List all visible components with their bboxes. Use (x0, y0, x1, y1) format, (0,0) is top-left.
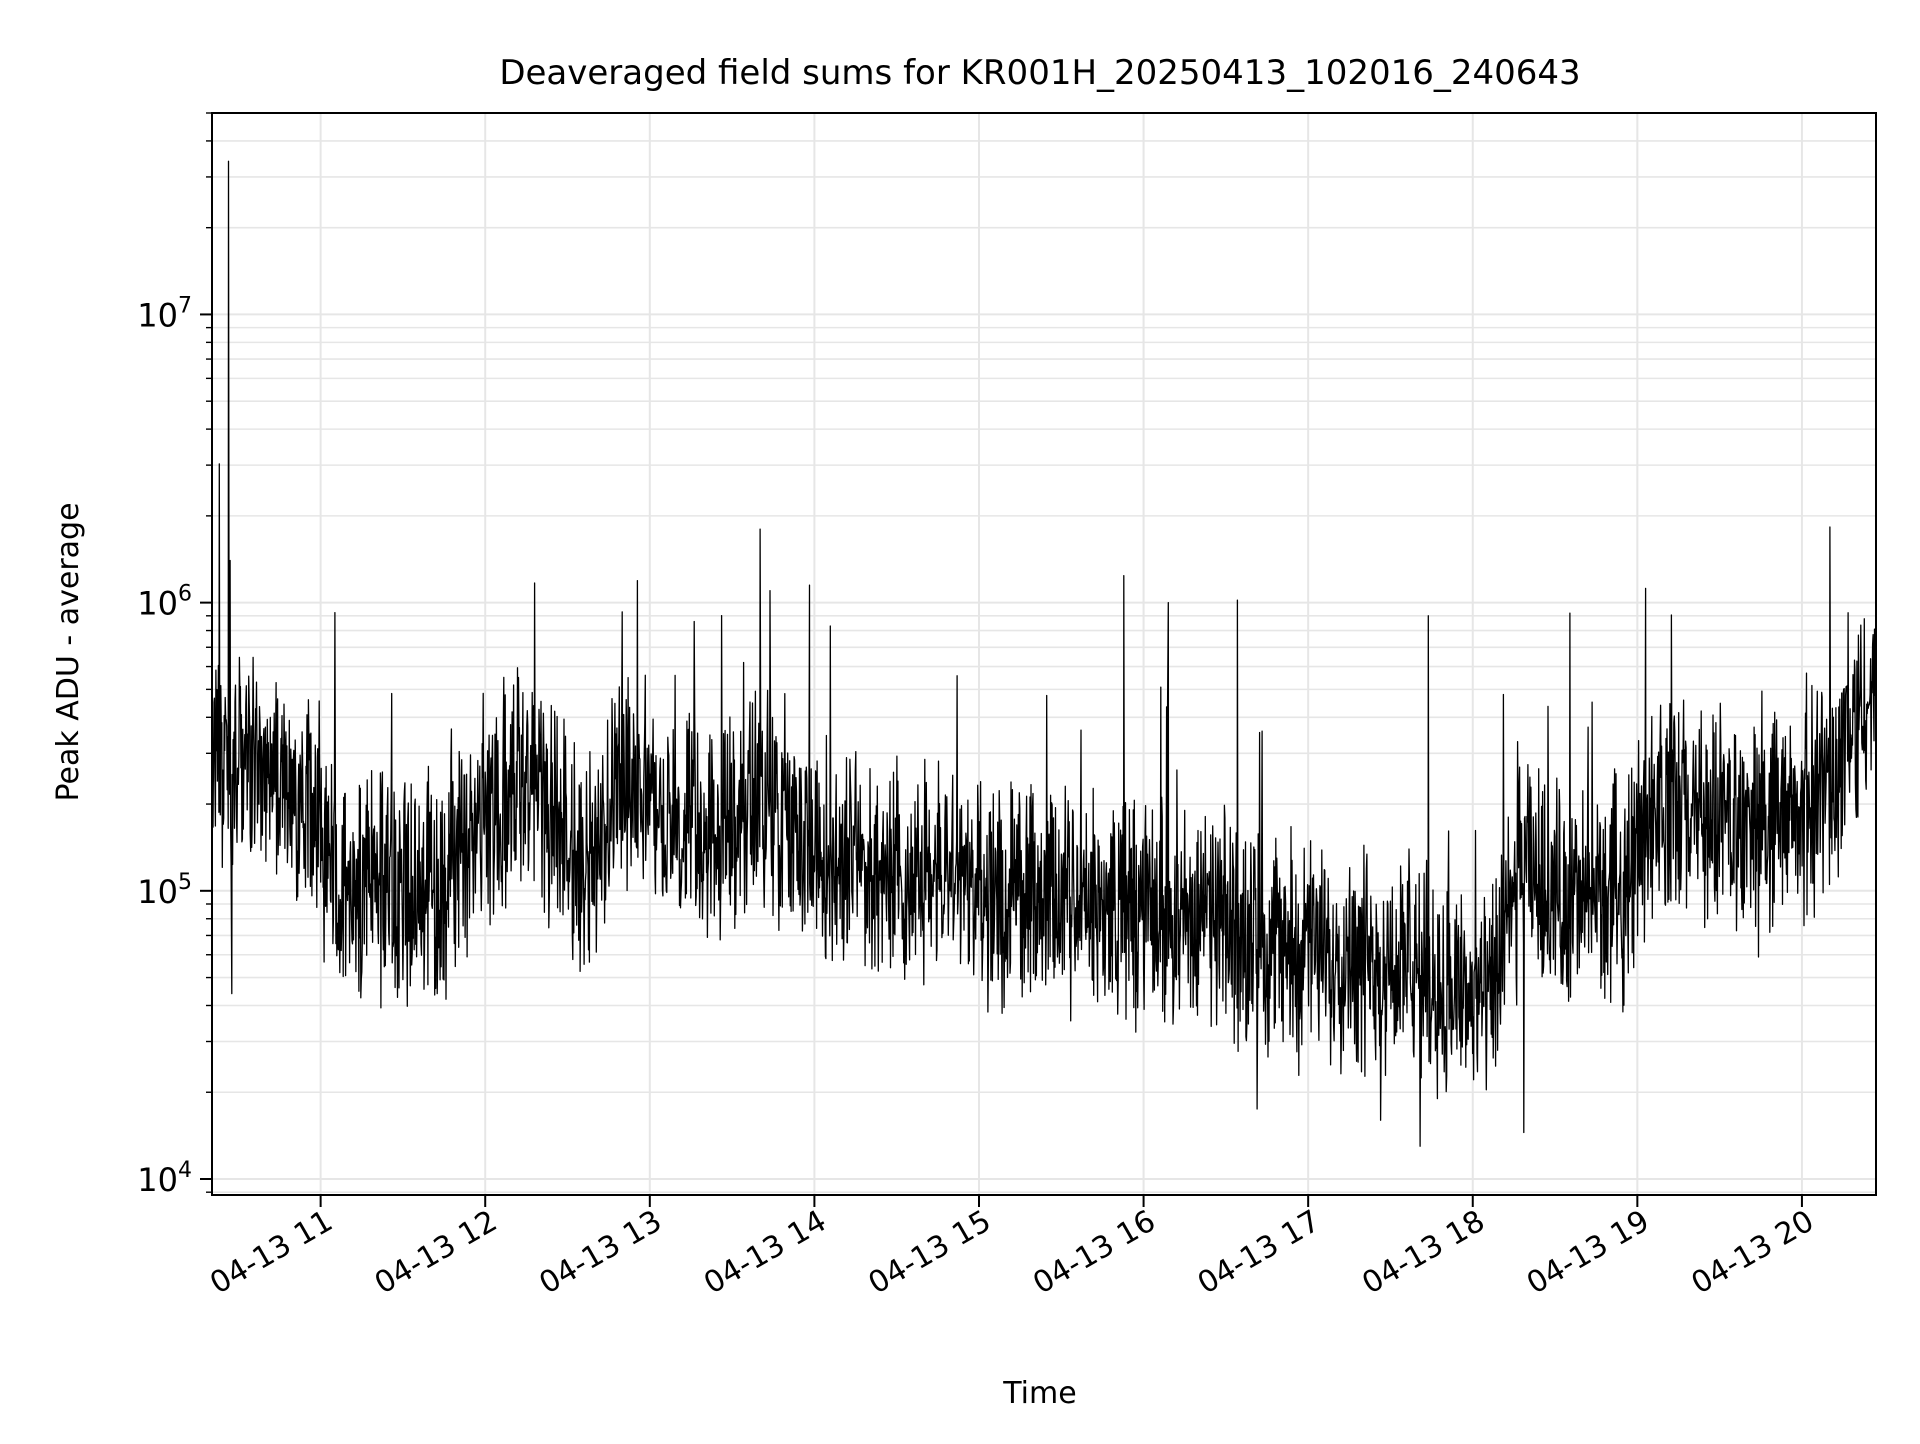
y-tick-label: 105 (137, 870, 192, 911)
axes-frame (211, 112, 1877, 1196)
x-axis-label: Time (1002, 1376, 1076, 1411)
data-line (211, 160, 1877, 1147)
y-tick-label: 106 (137, 582, 192, 623)
chart-title: Deaveraged field sums for KR001H_2025041… (499, 53, 1580, 93)
data-series (211, 160, 1877, 1147)
y-axis-label: Peak ADU - average (51, 502, 86, 801)
y-tick-label: 104 (137, 1158, 192, 1199)
y-tick-label: 107 (137, 293, 192, 334)
